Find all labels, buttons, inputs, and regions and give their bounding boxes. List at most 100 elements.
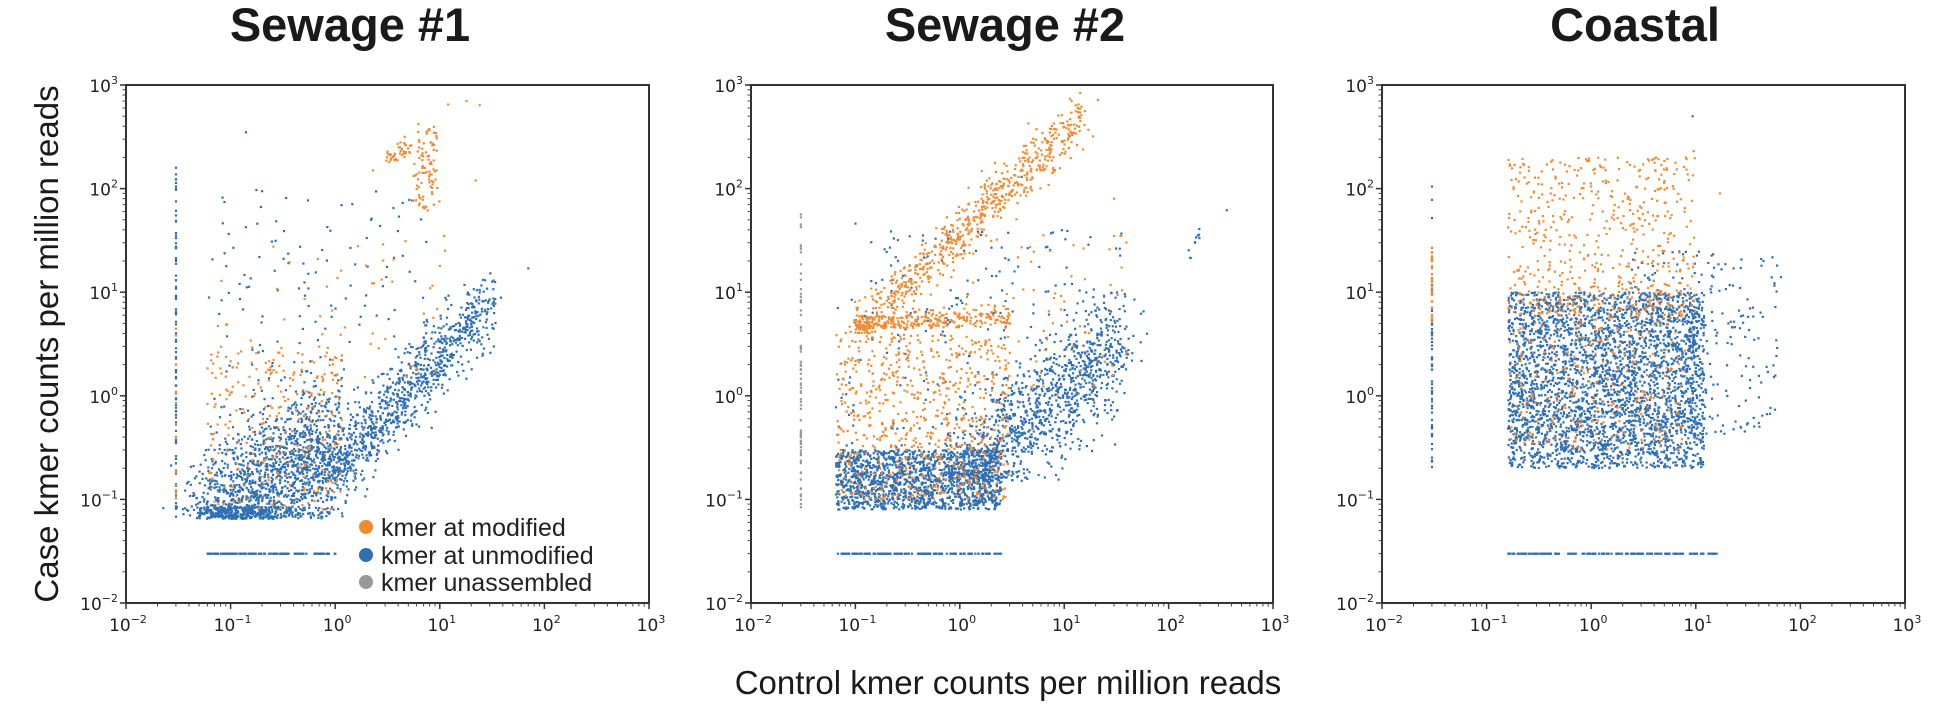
point-unmodified [911, 450, 914, 454]
point-unmodified [437, 338, 440, 341]
point-modified [308, 465, 311, 468]
point-modified [229, 360, 232, 363]
point-unmodified [396, 372, 400, 376]
point-unmodified [198, 517, 201, 520]
point-unmodified [864, 485, 867, 488]
point-unmodified [301, 393, 304, 396]
point-unmodified [302, 512, 305, 516]
point-modified [277, 406, 280, 409]
point-unmodified [970, 487, 973, 490]
point-unmodified [261, 190, 264, 193]
point-unmodified [337, 379, 340, 382]
point-unmodified [363, 418, 366, 421]
point-unmodified [373, 445, 376, 448]
point-unmodified [387, 318, 390, 321]
point-unmodified [883, 502, 887, 505]
point-unmodified [900, 461, 904, 464]
point-modified [272, 456, 275, 459]
point-unmodified [475, 300, 478, 303]
point-unassembled [799, 251, 802, 254]
point-unmodified [371, 445, 374, 448]
point-unmodified [837, 500, 840, 503]
point-unmodified [254, 433, 257, 436]
point-unmodified [342, 427, 346, 430]
point-unmodified [994, 506, 997, 509]
point-unmodified [254, 552, 257, 555]
point-unmodified [887, 475, 890, 478]
point-unmodified [424, 373, 427, 377]
point-unmodified [905, 478, 908, 481]
point-modified [403, 143, 407, 146]
point-modified [399, 149, 402, 153]
point-unmodified [272, 496, 275, 499]
point-unmodified [944, 449, 947, 452]
point-modified [309, 420, 312, 423]
point-unmodified [283, 511, 286, 514]
point-unmodified [849, 489, 852, 492]
point-modified [415, 173, 418, 176]
point-unmodified [320, 489, 323, 492]
point-unmodified [191, 494, 195, 497]
point-modified [408, 150, 411, 154]
point-unmodified [950, 454, 953, 457]
x-tick-label: 101 [427, 613, 456, 636]
point-unmodified [966, 481, 969, 484]
point-unmodified [215, 514, 218, 518]
point-unmodified [401, 201, 404, 204]
point-unmodified [274, 419, 277, 423]
point-unmodified [386, 401, 389, 404]
point-unmodified [301, 469, 304, 473]
point-unmodified [925, 466, 928, 469]
point-unmodified [328, 511, 331, 514]
point-unmodified [367, 432, 370, 435]
point-unmodified [347, 488, 350, 491]
point-unmodified [306, 425, 309, 428]
point-unmodified [220, 510, 223, 513]
point-unmodified [920, 496, 923, 499]
point-unmodified [847, 479, 850, 482]
scatter-points [162, 100, 530, 555]
point-unmodified [253, 510, 256, 513]
point-unmodified [363, 410, 366, 413]
point-unmodified [320, 552, 323, 555]
point-unmodified [895, 501, 898, 504]
point-unmodified [477, 338, 480, 341]
point-unmodified [260, 426, 263, 429]
point-unmodified [380, 400, 383, 403]
point-unmodified [407, 399, 410, 402]
point-unmodified [316, 419, 319, 422]
point-unmodified [438, 356, 441, 359]
point-unmodified [872, 464, 875, 467]
point-unmodified [287, 262, 290, 265]
point-unmodified [448, 344, 452, 347]
point-unmodified [232, 473, 235, 476]
point-unmodified [215, 486, 218, 489]
point-unmodified [954, 507, 958, 510]
point-modified [274, 455, 277, 458]
point-unmodified [293, 428, 296, 431]
point-unmodified [290, 437, 293, 441]
point-unmodified [301, 485, 304, 489]
point-unmodified [226, 463, 229, 466]
point-unmodified [317, 465, 320, 468]
point-unmodified [292, 472, 295, 475]
point-unmodified [268, 514, 271, 517]
point-unmodified [281, 445, 284, 448]
point-unmodified [984, 498, 987, 501]
point-modified [431, 144, 434, 147]
point-unmodified [852, 475, 856, 478]
point-unmodified [297, 420, 300, 423]
point-unmodified [902, 507, 905, 510]
point-unmodified [850, 463, 853, 466]
point-unmodified [893, 459, 896, 462]
point-unmodified [942, 472, 945, 475]
point-unmodified [304, 496, 307, 499]
point-unmodified [414, 397, 417, 400]
point-unmodified [371, 431, 374, 434]
point-modified [301, 361, 304, 364]
point-unmodified [931, 463, 934, 466]
point-unmodified [420, 403, 423, 406]
point-unmodified [425, 332, 428, 335]
point-unassembled [799, 278, 802, 281]
point-unmodified [981, 462, 984, 465]
